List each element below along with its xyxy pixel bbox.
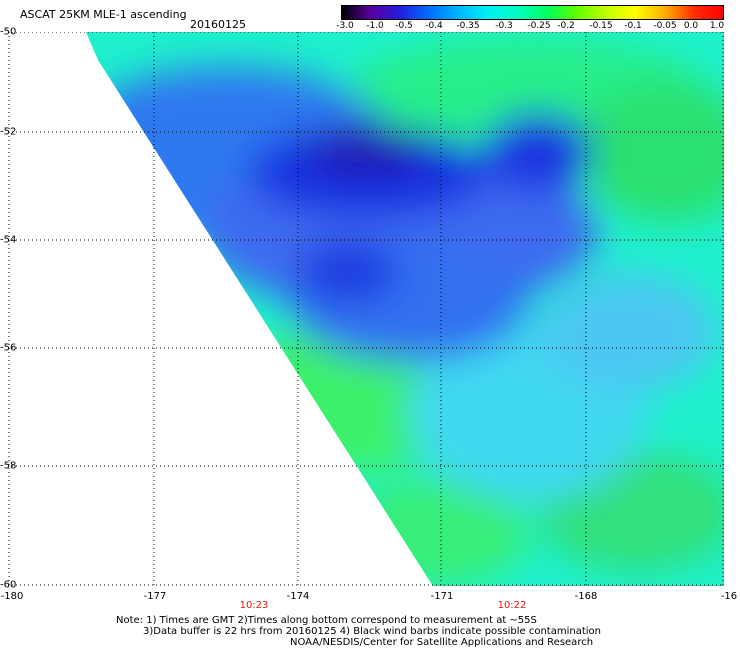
map-date: 20160125 bbox=[190, 18, 246, 31]
y-axis-label: -56 bbox=[0, 342, 17, 354]
colorbar-label: -0.05 bbox=[653, 21, 677, 31]
x-axis-label: -16 bbox=[720, 591, 738, 602]
time-label: 10:22 bbox=[497, 600, 527, 611]
y-axis-label: -58 bbox=[0, 460, 17, 472]
colorbar-label: -0.1 bbox=[624, 21, 642, 31]
colorbar bbox=[341, 5, 724, 20]
colorbar-label: -0.2 bbox=[557, 21, 575, 31]
colorbar-label: -0.5 bbox=[395, 21, 413, 31]
colorbar-label: -0.4 bbox=[425, 21, 443, 31]
colorbar-label: -1.0 bbox=[366, 21, 384, 31]
time-label: 10:23 bbox=[239, 600, 269, 611]
y-axis-label: -50 bbox=[0, 26, 17, 38]
x-axis-label: -180 bbox=[0, 591, 24, 602]
colorbar-label: -3.0 bbox=[336, 21, 354, 31]
footnote-line: NOAA/NESDIS/Center for Satellite Applica… bbox=[290, 637, 594, 648]
x-axis-label: -174 bbox=[286, 591, 310, 602]
colorbar-label: -0.3 bbox=[495, 21, 513, 31]
colorbar-labels: -3.0 -1.0 -0.5 -0.4 -0.35 -0.3 -0.25 -0.… bbox=[336, 21, 725, 35]
y-axis-label: -54 bbox=[0, 234, 17, 246]
blue-region bbox=[298, 242, 398, 302]
dark-blue-core bbox=[308, 125, 428, 175]
wind-map-panel bbox=[8, 32, 724, 586]
x-axis-label: -177 bbox=[143, 591, 167, 602]
colorbar-label: -0.15 bbox=[589, 21, 613, 31]
colorbar-label: 0.0 bbox=[683, 21, 699, 31]
grid-lines bbox=[8, 32, 724, 586]
green-region bbox=[578, 82, 724, 222]
y-axis-label: -52 bbox=[0, 126, 17, 138]
wind-map bbox=[8, 32, 724, 586]
x-axis-label: -171 bbox=[430, 591, 454, 602]
footnote-line: 3)Data buffer is 22 hrs from 20160125 4)… bbox=[143, 626, 601, 637]
colorbar-label: -0.35 bbox=[456, 21, 480, 31]
cyan-region bbox=[538, 272, 718, 392]
x-axis-label: -168 bbox=[574, 591, 598, 602]
colorbar-label: 1.0 bbox=[709, 21, 725, 31]
y-axis-label: -60 bbox=[0, 579, 17, 591]
footnote-line: Note: 1) Times are GMT 2)Times along bot… bbox=[116, 615, 537, 626]
map-title: ASCAT 25KM MLE-1 ascending bbox=[20, 8, 187, 21]
colorbar-label: -0.25 bbox=[527, 21, 551, 31]
blue-region bbox=[483, 112, 593, 192]
